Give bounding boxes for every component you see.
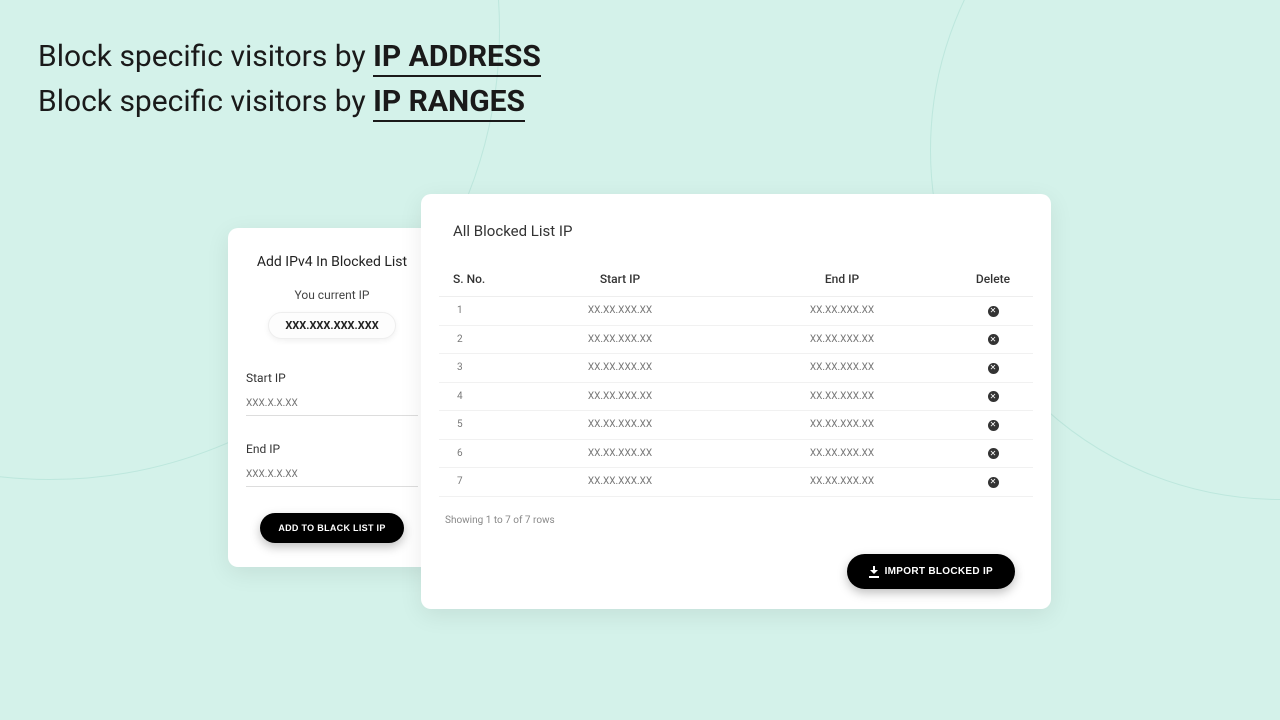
start-ip-field: Start IP [246,371,418,416]
heading-prefix: Block specific visitors by [38,84,373,119]
cell-start-ip: XX.XX.XXX.XX [509,468,731,497]
cell-delete: ✕ [953,297,1033,326]
cell-sno: 2 [439,325,509,354]
add-button-label: ADD TO BLACK LIST IP [278,523,385,533]
cell-sno: 3 [439,354,509,383]
cell-start-ip: XX.XX.XXX.XX [509,382,731,411]
heading-ip-address: Block specific visitors by IP ADDRESS [38,34,541,79]
cell-delete: ✕ [953,382,1033,411]
cell-start-ip: XX.XX.XXX.XX [509,411,731,440]
col-start-ip: Start IP [509,262,731,297]
cell-end-ip: XX.XX.XXX.XX [731,468,953,497]
cell-end-ip: XX.XX.XXX.XX [731,297,953,326]
add-to-blacklist-button[interactable]: ADD TO BLACK LIST IP [260,513,403,543]
add-ip-panel: Add IPv4 In Blocked List You current IP … [228,228,436,567]
delete-icon[interactable]: ✕ [988,391,999,402]
cell-delete: ✕ [953,354,1033,383]
import-button-label: IMPORT BLOCKED IP [885,566,993,577]
heading-prefix: Block specific visitors by [38,39,373,74]
col-delete: Delete [953,262,1033,297]
download-icon [869,566,879,576]
col-end-ip: End IP [731,262,953,297]
cell-delete: ✕ [953,325,1033,354]
page-headings: Block specific visitors by IP ADDRESS Bl… [38,34,541,124]
blocked-ip-table: S. No. Start IP End IP Delete 1XX.XX.XXX… [439,262,1033,497]
cell-start-ip: XX.XX.XXX.XX [509,439,731,468]
end-ip-field: End IP [246,442,418,487]
table-row: 7XX.XX.XXX.XXXX.XX.XXX.XX✕ [439,468,1033,497]
delete-icon[interactable]: ✕ [988,306,999,317]
delete-icon[interactable]: ✕ [988,420,999,431]
table-row: 1XX.XX.XXX.XXXX.XX.XXX.XX✕ [439,297,1033,326]
cell-end-ip: XX.XX.XXX.XX [731,439,953,468]
cell-end-ip: XX.XX.XXX.XX [731,411,953,440]
list-panel-title: All Blocked List IP [439,222,1033,240]
cell-delete: ✕ [953,411,1033,440]
cell-delete: ✕ [953,439,1033,468]
cell-delete: ✕ [953,468,1033,497]
table-row: 2XX.XX.XXX.XXXX.XX.XXX.XX✕ [439,325,1033,354]
heading-bold: IP RANGES [373,84,525,122]
cell-end-ip: XX.XX.XXX.XX [731,325,953,354]
table-row: 6XX.XX.XXX.XXXX.XX.XXX.XX✕ [439,439,1033,468]
heading-bold: IP ADDRESS [373,39,541,77]
col-sno: S. No. [439,262,509,297]
blocked-list-panel: All Blocked List IP S. No. Start IP End … [421,194,1051,609]
delete-icon[interactable]: ✕ [988,477,999,488]
start-ip-input[interactable] [246,396,418,416]
table-row: 4XX.XX.XXX.XXXX.XX.XXX.XX✕ [439,382,1033,411]
current-ip-chip: XXX.XXX.XXX.XXX [268,312,395,339]
add-panel-title: Add IPv4 In Blocked List [246,254,418,270]
cell-sno: 7 [439,468,509,497]
cell-sno: 5 [439,411,509,440]
cell-start-ip: XX.XX.XXX.XX [509,354,731,383]
cell-sno: 6 [439,439,509,468]
delete-icon[interactable]: ✕ [988,334,999,345]
cell-start-ip: XX.XX.XXX.XX [509,297,731,326]
end-ip-label: End IP [246,442,418,456]
delete-icon[interactable]: ✕ [988,363,999,374]
rows-summary: Showing 1 to 7 of 7 rows [439,515,1033,526]
end-ip-input[interactable] [246,467,418,487]
cell-sno: 1 [439,297,509,326]
cell-end-ip: XX.XX.XXX.XX [731,354,953,383]
current-ip-label: You current IP [246,288,418,302]
heading-ip-ranges: Block specific visitors by IP RANGES [38,79,541,124]
cell-start-ip: XX.XX.XXX.XX [509,325,731,354]
table-row: 3XX.XX.XXX.XXXX.XX.XXX.XX✕ [439,354,1033,383]
cell-sno: 4 [439,382,509,411]
delete-icon[interactable]: ✕ [988,448,999,459]
import-blocked-ip-button[interactable]: IMPORT BLOCKED IP [847,554,1015,589]
cell-end-ip: XX.XX.XXX.XX [731,382,953,411]
start-ip-label: Start IP [246,371,418,385]
table-row: 5XX.XX.XXX.XXXX.XX.XXX.XX✕ [439,411,1033,440]
